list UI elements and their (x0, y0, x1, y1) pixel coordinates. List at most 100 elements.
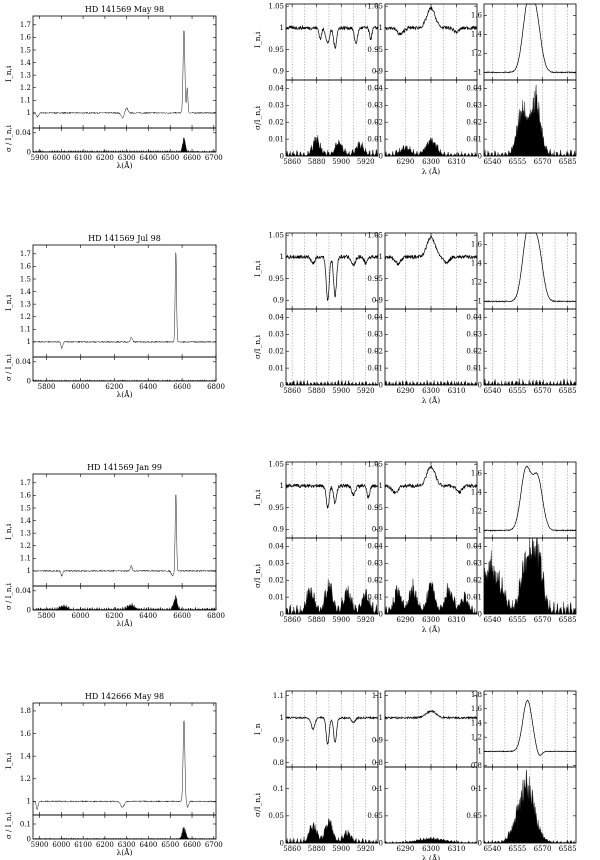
y-tick-label: 0.9 (273, 68, 284, 76)
x-tick-label: 6570 (534, 845, 552, 853)
y-tick-label: 0.9 (372, 526, 383, 534)
zoom-spectrum-line (483, 699, 577, 756)
y-tick-label: 0.02 (466, 577, 482, 585)
x-axis-label: λ(Å) (116, 619, 132, 628)
x-tick-label: 5880 (308, 616, 326, 624)
zoom-sigma-area (483, 537, 577, 615)
zoom-sigma-axis-label: σ/I_n,i (253, 105, 262, 130)
zoom-spectrum-line (285, 254, 379, 302)
x-tick-label: 6540 (483, 845, 501, 853)
y-tick-label: 0.03 (268, 560, 284, 568)
y-tick-label: 0 (379, 839, 383, 847)
full-sigma-area (32, 595, 217, 611)
y-tick-label: 0 (478, 152, 482, 160)
zoom-sigma-axis-label: σ/I_n,i (253, 792, 262, 817)
y-tick-label: 1.3 (20, 71, 31, 79)
y-tick-label: 0.02 (367, 119, 383, 127)
y-tick-label: 0 (379, 610, 383, 618)
y-axis-label: I_n,i (4, 65, 13, 82)
panel-frame (384, 3, 478, 81)
zoom-sigma-axis-label: σ/I_n,i (253, 563, 262, 588)
y-tick-label: 0 (27, 835, 31, 843)
y-tick-label: 0.03 (367, 102, 383, 110)
x-tick-label: 6300 (118, 154, 136, 162)
x-tick-label: 6310 (448, 845, 466, 853)
y-tick-label: 1 (478, 69, 482, 77)
y-tick-label: 1 (27, 109, 31, 117)
sigma-axis-label: σ / I_n,i (5, 353, 13, 381)
sigma-axis-label: σ / I_n,i (5, 124, 13, 152)
y-tick-label: 1.7 (20, 250, 31, 258)
x-tick-label: 6300 (422, 616, 440, 624)
x-tick-label: 6570 (534, 616, 552, 624)
y-tick-label: 0.01 (367, 364, 383, 372)
panel-frame (32, 127, 217, 153)
y-tick-label: 1 (280, 253, 284, 261)
x-tick-label: 6570 (534, 387, 552, 395)
y-tick-label: 1.4 (20, 517, 32, 525)
y-tick-label: 0.01 (466, 135, 482, 143)
full-spectrum-line (32, 720, 217, 810)
x-tick-label: 5860 (283, 616, 301, 624)
y-tick-label: 0.03 (466, 560, 482, 568)
y-tick-label: 0.1 (20, 820, 31, 828)
zoom-y-axis-label: I_n,i (253, 489, 262, 506)
y-tick-label: 0.02 (466, 348, 482, 356)
y-tick-label: 1.2 (471, 508, 482, 516)
zoom-panel-oi: 0.9 0.95 1 1.05 6290 6300 6310 0 0.01 0.02 0.03 0.0… (367, 2, 478, 176)
y-tick-label: 0.01 (367, 593, 383, 601)
zoom-sigma-area (285, 135, 379, 157)
y-tick-label: 0.04 (367, 314, 383, 322)
zoom-sigma-area (285, 379, 379, 386)
y-tick-label: 0.02 (268, 577, 284, 585)
y-tick-label: 0 (27, 377, 31, 385)
x-tick-label: 5920 (357, 387, 375, 395)
x-tick-label: 5900 (332, 387, 350, 395)
observation-row: HD 141569 May 98 1 1.1 1.2 1.3 1.4 1.5 1.6 1.7 59… (4, 2, 577, 176)
zoom-panel-oi: 0.9 0.95 1 1.05 6290 6300 6310 0 0.01 0.02 0.03 0.0… (367, 460, 478, 634)
y-tick-label: 1.05 (367, 2, 383, 10)
y-tick-label: 1.1 (372, 692, 383, 700)
x-tick-label: 6290 (397, 616, 415, 624)
y-tick-label: 0 (280, 381, 284, 389)
y-tick-label: 0.9 (372, 736, 383, 744)
y-tick-label: 1.4 (20, 752, 32, 760)
x-tick-label: 6600 (183, 154, 201, 162)
zoom-sigma-axis-label: σ/I_n,i (253, 334, 262, 359)
x-tick-label: 6000 (72, 383, 90, 391)
y-tick-label: 1.05 (367, 231, 383, 239)
y-tick-label: 1.4 (471, 260, 483, 268)
y-tick-label: 1.6 (471, 12, 483, 20)
x-tick-label: 6600 (183, 841, 201, 849)
x-tick-label: 6200 (105, 383, 123, 391)
y-tick-label: 0 (280, 152, 284, 160)
x-tick-label: 6500 (161, 154, 179, 162)
x-tick-label: 5900 (31, 841, 49, 849)
full-sigma-area (32, 827, 217, 840)
x-tick-label: 6400 (139, 383, 157, 391)
y-tick-label: 1.1 (20, 555, 31, 563)
panel-frame (285, 3, 379, 81)
panel-frame (285, 232, 379, 310)
x-axis-label: λ(Å) (116, 390, 132, 399)
x-tick-label: 6300 (422, 845, 440, 853)
panel-title: HD 141569 Jan 99 (87, 463, 162, 472)
y-tick-label: 1.6 (471, 470, 483, 478)
y-tick-label: 1 (280, 24, 284, 32)
panel-frame (285, 690, 379, 768)
y-tick-label: 0.04 (15, 587, 31, 595)
y-tick-label: 0.04 (15, 358, 31, 366)
y-tick-label: 1 (379, 482, 383, 490)
x-tick-label: 5860 (283, 158, 301, 166)
y-tick-label: 1.2 (471, 50, 482, 58)
panel-frame (32, 244, 217, 358)
y-tick-label: 0.1 (471, 785, 482, 793)
x-tick-label: 6200 (96, 154, 114, 162)
y-tick-label: 0 (379, 152, 383, 160)
x-tick-label: 6800 (207, 612, 225, 620)
y-tick-label: 1.6 (471, 241, 483, 249)
y-tick-label: 0.01 (268, 593, 284, 601)
panel-frame (483, 232, 577, 310)
zoom-panel-oi: 0.9 0.95 1 1.05 6290 6300 6310 0 0.01 0.02 0.03 0.0… (367, 231, 478, 405)
x-tick-label: 6300 (422, 387, 440, 395)
